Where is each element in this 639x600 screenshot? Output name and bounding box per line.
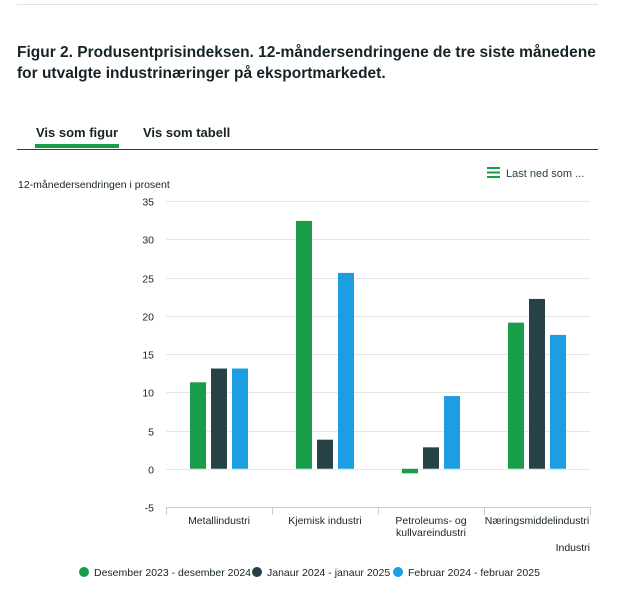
legend-marker xyxy=(252,567,262,577)
top-divider xyxy=(17,4,598,5)
y-tick-label: 15 xyxy=(142,350,154,362)
y-tick-label: 20 xyxy=(142,312,154,324)
x-tick-label: Kjemisk industri xyxy=(288,515,362,527)
y-tick-label: 10 xyxy=(142,388,154,400)
figure-title: Figur 2. Produsentprisindeksen. 12-månde… xyxy=(17,44,596,82)
bar[interactable] xyxy=(317,439,333,469)
bar[interactable] xyxy=(508,322,524,469)
bars xyxy=(190,220,566,474)
y-tick-label: -5 xyxy=(145,503,154,515)
bar[interactable] xyxy=(338,272,354,469)
legend-label: Februar 2024 - februar 2025 xyxy=(408,567,540,579)
x-tick-label: Metallindustri xyxy=(188,515,250,527)
bar[interactable] xyxy=(444,396,460,469)
bar[interactable] xyxy=(296,220,312,469)
view-tabs: Vis som figur Vis som tabell xyxy=(17,121,598,150)
x-axis: Metallindustri Kjemisk industri Petroleums… xyxy=(166,507,591,539)
y-tick-label: 0 xyxy=(148,465,154,477)
y-tick-label: 25 xyxy=(142,274,154,286)
y-axis-ticks: -5 0 5 10 15 20 25 30 35 xyxy=(142,197,154,515)
bar[interactable] xyxy=(232,368,248,469)
legend-marker xyxy=(79,567,89,577)
bar[interactable] xyxy=(550,334,566,469)
bar[interactable] xyxy=(190,382,206,469)
tab-figure[interactable]: Vis som figur xyxy=(34,125,120,148)
download-menu-button[interactable]: Last ned som ... xyxy=(487,167,584,183)
bar-chart: -5 0 5 10 15 20 25 30 35 Metallindustri Kjemisk i… xyxy=(18,179,591,579)
x-axis-title: Industri xyxy=(556,542,590,554)
x-tick-label: Næringsmiddelindustri xyxy=(485,515,589,527)
y-tick-label: 35 xyxy=(142,197,154,209)
tab-table[interactable]: Vis som tabell xyxy=(143,125,231,140)
download-label: Last ned som ... xyxy=(506,168,585,180)
bar[interactable] xyxy=(423,447,439,469)
y-tick-label: 5 xyxy=(148,427,154,439)
y-axis-title: 12-månedersendringen i prosent xyxy=(18,179,170,191)
bar[interactable] xyxy=(529,298,545,469)
bar[interactable] xyxy=(402,468,418,474)
legend-item[interactable]: Februar 2024 - februar 2025 xyxy=(393,567,540,579)
legend-marker xyxy=(393,567,403,577)
legend-label: Janaur 2024 - janaur 2025 xyxy=(267,567,390,579)
legend-label: Desember 2023 - desember 2024 xyxy=(94,567,251,579)
menu-icon xyxy=(487,167,500,178)
legend-item[interactable]: Janaur 2024 - janaur 2025 xyxy=(252,567,390,579)
x-tick-label: kullvareindustri xyxy=(396,527,466,539)
y-tick-label: 30 xyxy=(142,235,154,247)
legend-item[interactable]: Desember 2023 - desember 2024 xyxy=(79,567,251,579)
x-tick-label: Petroleums- og xyxy=(395,515,466,527)
grid-lines xyxy=(166,201,590,508)
legend: Desember 2023 - desember 2024 Janaur 2024… xyxy=(79,567,540,579)
bar[interactable] xyxy=(211,368,227,469)
